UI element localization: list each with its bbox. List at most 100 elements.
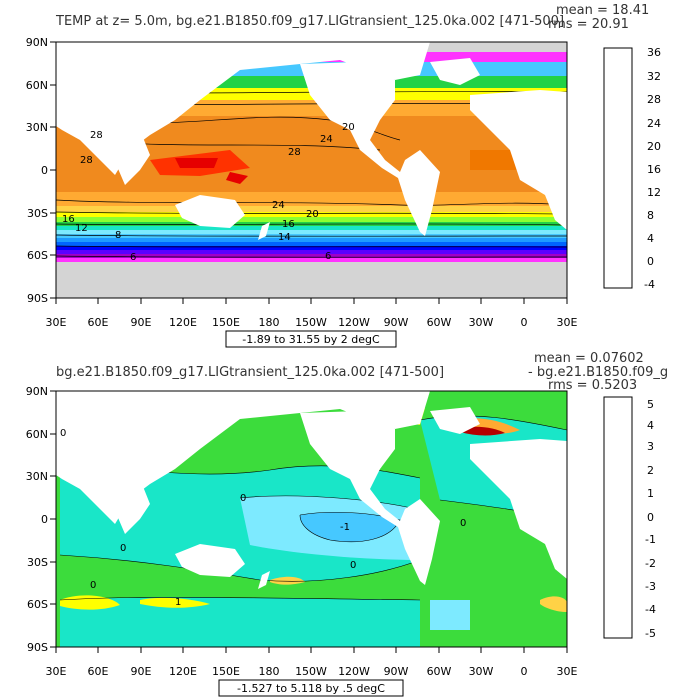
panel2-contour-labels: 0 0 0 0 -1 1 0 0 (60, 428, 466, 608)
panel1-contours (56, 91, 567, 258)
panel2-title: bg.e21.B1850.f09_g17.LIGtransient_125.0k… (56, 365, 444, 380)
contour-label: 20 (342, 122, 355, 133)
colorbar-tick-label: -2 (645, 557, 656, 570)
contour-label: 28 (90, 130, 103, 141)
lon-tick-label: 30E (46, 316, 67, 329)
lat-tick-label: 30N (26, 121, 48, 134)
contour-label: 0 (120, 543, 126, 554)
lon-tick-label: 0 (521, 665, 528, 678)
colorbar-outline (603, 47, 633, 289)
colorbar-tick-label: -5 (645, 627, 656, 640)
lon-tick-label: 60E (88, 316, 109, 329)
lat-tick-label: 30S (27, 207, 48, 220)
panel2-lon-axis: 30E 60E 90E 120E 150E 180 150W 120W 90W … (46, 665, 578, 678)
colorbar-tick-label: 5 (647, 398, 654, 411)
contour-label: 0 (460, 518, 466, 529)
lon-tick-label: 60W (427, 665, 452, 678)
panel1-mean: mean = 18.41 (556, 3, 649, 18)
lon-tick-label: 120W (338, 665, 370, 678)
lon-tick-label: 180 (259, 665, 280, 678)
lon-tick-label: 120W (338, 316, 370, 329)
panel2-map (56, 391, 567, 647)
panel1-ticks (50, 41, 568, 304)
lon-tick-label: 90W (384, 665, 409, 678)
contour-label: 24 (320, 134, 333, 145)
contour-label: 1 (175, 597, 181, 608)
panel2-range-note: -1.527 to 5.118 by .5 degC (237, 682, 385, 695)
lon-tick-label: 120E (169, 316, 197, 329)
lat-tick-label: 30N (26, 470, 48, 483)
colorbar-tick-label: 1 (647, 487, 654, 500)
contour-label: 6 (325, 251, 331, 262)
colorbar-tick-label: 0 (647, 255, 654, 268)
panel1-colorbar-labels: 36 32 28 24 20 16 12 8 4 0 -4 (644, 46, 661, 291)
lon-tick-label: 0 (521, 316, 528, 329)
lon-tick-label: 120E (169, 665, 197, 678)
contour-label: 28 (80, 155, 93, 166)
contour-label: 16 (62, 214, 75, 225)
panel2-land (56, 391, 567, 589)
lon-tick-label: 90E (131, 665, 152, 678)
lon-tick-label: 90E (131, 316, 152, 329)
contour-label: 12 (75, 223, 88, 234)
lat-tick-label: 0 (41, 164, 48, 177)
colorbar-tick-label: 20 (647, 140, 661, 153)
lon-tick-label: 60E (88, 665, 109, 678)
contour-label: 0 (90, 580, 96, 591)
lon-tick-label: 90W (384, 316, 409, 329)
colorbar-tick-label: 4 (647, 419, 654, 432)
panel2-colorbar-labels: 5 4 3 2 1 0 -1 -2 -3 -4 -5 (645, 398, 656, 640)
panel2-title-overlap: - bg.e21.B1850.f09_g (528, 365, 668, 380)
lon-tick-label: 60W (427, 316, 452, 329)
colorbar-tick-label: 2 (647, 464, 654, 477)
contour-label: 16 (282, 219, 295, 230)
colorbar-tick-label: -4 (644, 278, 655, 291)
colorbar-tick-label: 28 (647, 93, 661, 106)
panel1-title: TEMP at z= 5.0m, bg.e21.B1850.f09_g17.LI… (55, 14, 564, 29)
contour-label: 0 (350, 560, 356, 571)
panel1-map (56, 42, 567, 298)
panel1-range-note: -1.89 to 31.55 by 2 degC (242, 333, 380, 346)
colorbar-tick-label: 36 (647, 46, 661, 59)
panel1-rms: rms = 20.91 (548, 17, 629, 32)
colorbar-tick-label: 16 (647, 163, 661, 176)
lon-tick-label: 150W (295, 665, 327, 678)
panel1-contour-labels: 28 28 24 20 28 24 20 16 12 8 6 16 14 6 (62, 122, 355, 263)
colorbar-tick-label: -3 (645, 580, 656, 593)
colorbar-tick-label: 12 (647, 186, 661, 199)
contour-label: 24 (272, 200, 285, 211)
colorbar-tick-label: -4 (645, 603, 656, 616)
contour-label: 8 (115, 230, 121, 241)
lat-tick-label: 60S (27, 249, 48, 262)
colorbar-tick-label: 0 (647, 511, 654, 524)
contour-label: 0 (240, 493, 246, 504)
contour-label: 14 (278, 232, 291, 243)
contour-label: 0 (60, 428, 66, 439)
panel2-mean: mean = 0.07602 (534, 351, 644, 366)
contour-label: 6 (130, 252, 136, 263)
lat-tick-label: 60N (26, 428, 48, 441)
lon-tick-label: 30E (557, 665, 578, 678)
panel2-rms: rms = 0.5203 (548, 378, 637, 393)
lat-tick-label: 90S (27, 292, 48, 305)
colorbar-outline (603, 396, 633, 639)
lon-tick-label: 30E (557, 316, 578, 329)
lat-tick-label: 60S (27, 598, 48, 611)
colorbar-tick-label: 8 (647, 209, 654, 222)
colorbar-tick-label: 24 (647, 117, 661, 130)
panel2-ticks (50, 390, 568, 653)
panel1-colorbar (603, 47, 633, 289)
panel-difference: bg.e21.B1850.f09_g17.LIGtransient_125.0k… (26, 351, 668, 697)
panel1-land (56, 42, 567, 240)
lat-tick-label: 90S (27, 641, 48, 654)
panel2-lat-axis: 90N 60N 30N 0 30S 60S 90S (26, 385, 48, 654)
contour-label: 28 (288, 147, 301, 158)
colorbar-tick-label: 4 (647, 232, 654, 245)
panel1-lon-axis: 30E 60E 90E 120E 150E 180 150W 120W 90W … (46, 316, 578, 329)
panel2-colorbar (603, 396, 633, 639)
lon-tick-label: 30W (469, 665, 494, 678)
panel1-lat-axis: 90N 60N 30N 0 30S 60S 90S (26, 36, 48, 305)
lat-tick-label: 60N (26, 79, 48, 92)
lat-tick-label: 90N (26, 36, 48, 49)
